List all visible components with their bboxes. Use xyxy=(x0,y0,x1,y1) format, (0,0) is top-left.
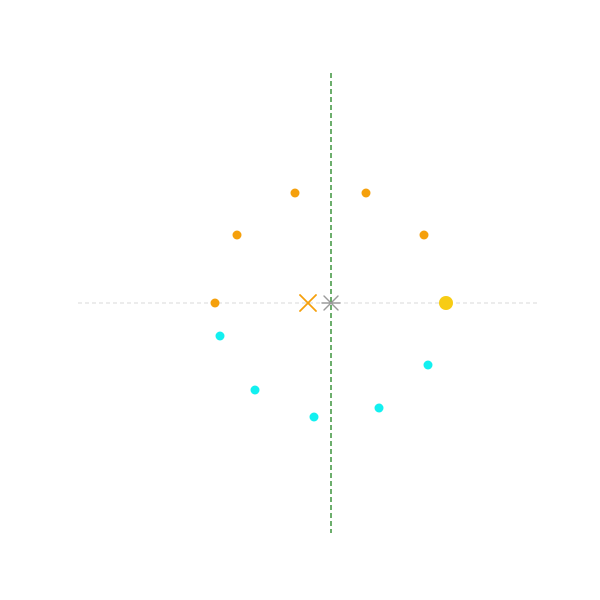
center-star-marker xyxy=(321,295,341,311)
cyan-point xyxy=(374,403,384,413)
orange-point xyxy=(232,230,242,240)
cyan-point xyxy=(423,360,433,370)
gold-highlight-point xyxy=(439,296,453,310)
orange-point xyxy=(419,230,429,240)
cyan-point xyxy=(309,412,319,422)
cyan-point xyxy=(250,385,260,395)
orange-point xyxy=(210,298,220,308)
cyan-point xyxy=(215,331,225,341)
orange-point xyxy=(290,188,300,198)
orange-x-marker xyxy=(299,294,317,312)
orange-point xyxy=(361,188,371,198)
